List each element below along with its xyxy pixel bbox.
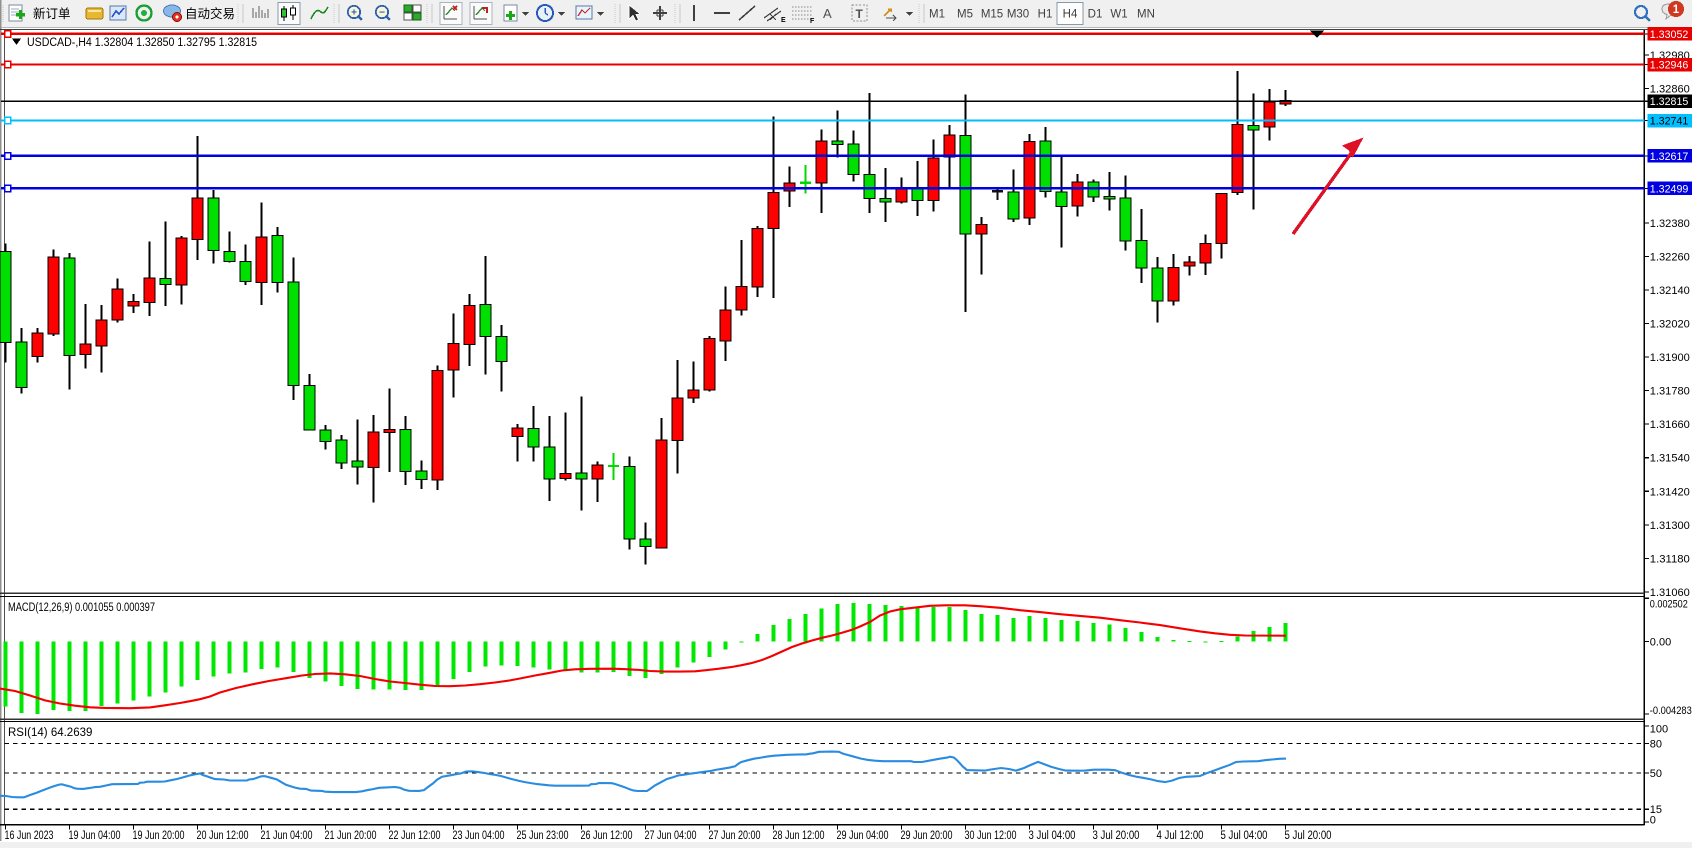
svg-text:0.00: 0.00 — [1650, 636, 1671, 648]
svg-text:1.31780: 1.31780 — [1650, 386, 1690, 398]
svg-text:1.31420: 1.31420 — [1650, 486, 1690, 498]
svg-text:50: 50 — [1650, 768, 1662, 780]
svg-text:RSI(14) 64.2639: RSI(14) 64.2639 — [8, 727, 92, 739]
svg-text:M30: M30 — [1007, 9, 1029, 21]
svg-text:MN: MN — [1137, 9, 1155, 21]
svg-text:16 Jun 2023: 16 Jun 2023 — [5, 830, 54, 842]
svg-text:23 Jun 04:00: 23 Jun 04:00 — [453, 830, 505, 842]
svg-text:1.31660: 1.31660 — [1650, 419, 1690, 431]
svg-text:1.32380: 1.32380 — [1650, 218, 1690, 230]
svg-text:29 Jun 04:00: 29 Jun 04:00 — [837, 830, 889, 842]
svg-text:T: T — [856, 7, 864, 21]
svg-text:21 Jun 20:00: 21 Jun 20:00 — [325, 830, 377, 842]
svg-text:1.32499: 1.32499 — [1650, 183, 1689, 195]
svg-text:4 Jul 12:00: 4 Jul 12:00 — [1157, 830, 1204, 842]
svg-text:1.32860: 1.32860 — [1650, 84, 1690, 96]
svg-text:-0.004283: -0.004283 — [1650, 705, 1692, 717]
svg-text:1.32617: 1.32617 — [1650, 151, 1689, 163]
svg-text:3 Jul 04:00: 3 Jul 04:00 — [1029, 830, 1076, 842]
svg-text:30 Jun 12:00: 30 Jun 12:00 — [965, 830, 1017, 842]
svg-text:H4: H4 — [1063, 9, 1078, 21]
svg-text:自动交易: 自动交易 — [185, 6, 235, 21]
svg-text:MACD(12,26,9) 0.001055 0.00039: MACD(12,26,9) 0.001055 0.000397 — [8, 602, 155, 614]
svg-text:E: E — [781, 17, 786, 24]
svg-text:19 Jun 04:00: 19 Jun 04:00 — [69, 830, 121, 842]
svg-text:1.31300: 1.31300 — [1650, 520, 1690, 532]
svg-text:22 Jun 12:00: 22 Jun 12:00 — [389, 830, 441, 842]
svg-text:19 Jun 20:00: 19 Jun 20:00 — [133, 830, 185, 842]
svg-text:D1: D1 — [1088, 9, 1103, 21]
svg-text:M5: M5 — [957, 9, 973, 21]
svg-text:USDCAD-,H4 1.32804 1.32850 1.: USDCAD-,H4 1.32804 1.32850 1.32795 1.328… — [27, 37, 257, 49]
svg-text:M15: M15 — [981, 9, 1003, 21]
svg-text:1.32260: 1.32260 — [1650, 251, 1690, 263]
svg-text:26 Jun 12:00: 26 Jun 12:00 — [581, 830, 633, 842]
svg-text:1.32140: 1.32140 — [1650, 285, 1690, 297]
svg-text:27 Jun 04:00: 27 Jun 04:00 — [645, 830, 697, 842]
svg-text:80: 80 — [1650, 739, 1662, 751]
svg-text:A: A — [823, 6, 832, 21]
svg-text:25 Jun 23:00: 25 Jun 23:00 — [517, 830, 569, 842]
svg-text:21 Jun 04:00: 21 Jun 04:00 — [261, 830, 313, 842]
svg-text:W1: W1 — [1110, 9, 1127, 21]
svg-text:1.31060: 1.31060 — [1650, 587, 1690, 599]
svg-text:H1: H1 — [1038, 9, 1053, 21]
svg-text:F: F — [810, 18, 815, 25]
svg-text:100: 100 — [1650, 724, 1668, 736]
svg-text:+: + — [351, 8, 357, 19]
svg-text:1.32815: 1.32815 — [1650, 96, 1689, 108]
svg-text:3 Jul 20:00: 3 Jul 20:00 — [1093, 830, 1140, 842]
svg-text:5 Jul 04:00: 5 Jul 04:00 — [1221, 830, 1268, 842]
svg-text:1: 1 — [1673, 4, 1680, 16]
svg-text:新订单: 新订单 — [33, 6, 71, 21]
svg-text:0: 0 — [1650, 815, 1656, 827]
svg-text:1.32020: 1.32020 — [1650, 318, 1690, 330]
svg-text:29 Jun 20:00: 29 Jun 20:00 — [901, 830, 953, 842]
svg-text:1.33052: 1.33052 — [1650, 29, 1689, 41]
svg-text:1.32741: 1.32741 — [1650, 116, 1689, 128]
svg-text:1.31900: 1.31900 — [1650, 352, 1690, 364]
svg-text:28 Jun 12:00: 28 Jun 12:00 — [773, 830, 825, 842]
svg-text:1.31540: 1.31540 — [1650, 453, 1690, 465]
svg-text:1.32946: 1.32946 — [1650, 60, 1689, 72]
svg-text:M1: M1 — [929, 9, 945, 21]
svg-text:27 Jun 20:00: 27 Jun 20:00 — [709, 830, 761, 842]
svg-text:−: − — [379, 8, 385, 19]
svg-text:5 Jul 20:00: 5 Jul 20:00 — [1285, 830, 1332, 842]
svg-text:20 Jun 12:00: 20 Jun 12:00 — [197, 830, 249, 842]
svg-text:1.31180: 1.31180 — [1650, 553, 1690, 565]
svg-text:0.002502: 0.002502 — [1650, 599, 1688, 611]
